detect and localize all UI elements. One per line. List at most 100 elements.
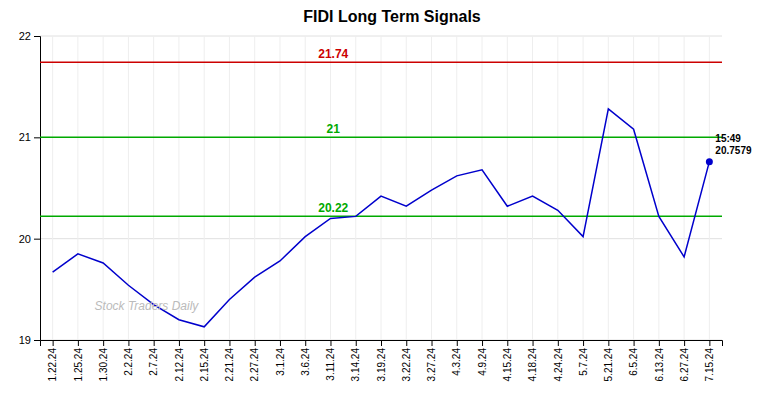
grid-line	[482, 36, 483, 340]
x-tick-label: 2.21.24	[224, 348, 235, 382]
y-tick-mark	[34, 239, 40, 240]
x-tick-mark	[381, 340, 382, 346]
x-tick: 5.21.24	[603, 340, 614, 381]
x-tick-mark	[558, 340, 559, 346]
y-tick-mark	[34, 36, 40, 37]
x-tick: 4.18.24	[527, 340, 538, 381]
x-tick-label: 2.27.24	[249, 348, 260, 382]
x-tick-label: 4.15.24	[502, 348, 513, 382]
x-tick: 3.11.24	[325, 340, 336, 381]
x-tick: 6.5.24	[628, 340, 639, 376]
reference-line	[40, 62, 722, 64]
grid-line	[709, 36, 710, 340]
reference-line	[40, 137, 722, 139]
reference-label: 21.74	[318, 47, 348, 61]
x-tick-mark	[154, 340, 155, 346]
x-tick-mark	[406, 340, 407, 346]
x-tick-mark	[204, 340, 205, 346]
x-tick: 4.9.24	[477, 340, 488, 376]
x-tick-mark	[709, 340, 710, 346]
y-tick: 19	[19, 334, 40, 346]
x-tick-mark	[229, 340, 230, 346]
x-tick-label: 3.14.24	[350, 348, 361, 382]
y-tick-label: 22	[19, 30, 31, 42]
y-tick-mark	[34, 340, 40, 341]
grid-line	[77, 36, 78, 340]
x-tick: 1.22.24	[47, 340, 58, 381]
x-tick: 2.15.24	[199, 340, 210, 381]
annotations: 21.742120.2215:4920.7579Stock Traders Da…	[95, 47, 752, 312]
last-point	[706, 158, 713, 165]
x-tick-label: 2.2.24	[123, 348, 134, 376]
grid-line	[608, 36, 609, 340]
last-point-label: 20.7579	[715, 145, 752, 156]
reference-label: 20.22	[318, 201, 348, 215]
x-tick-label: 5.21.24	[603, 348, 614, 382]
x-tick-mark	[179, 340, 180, 346]
x-tick-mark	[356, 340, 357, 346]
reference-line	[40, 216, 722, 218]
grid-line	[557, 36, 558, 340]
x-tick-mark	[684, 340, 685, 346]
data-line	[53, 109, 710, 327]
x-tick: 4.3.24	[451, 340, 462, 376]
x-tick-mark	[507, 340, 508, 346]
x-tick-mark	[659, 340, 660, 346]
x-tick-mark	[280, 340, 281, 346]
grid-line	[406, 36, 407, 340]
x-tick-label: 7.15.24	[704, 348, 715, 382]
x-tick-label: 4.3.24	[451, 348, 462, 376]
x-tick-mark	[482, 340, 483, 346]
grid-line	[128, 36, 129, 340]
x-tick-mark	[634, 340, 635, 346]
grid-line	[279, 36, 280, 340]
grid-line	[658, 36, 659, 340]
x-tick: 7.15.24	[704, 340, 715, 381]
grid-line	[355, 36, 356, 340]
x-tick-label: 3.19.24	[376, 348, 387, 382]
x-axis: 1.22.24 1.25.24 1.30.24 2.2.24 2.7.24 2.12.24…	[41, 340, 723, 381]
grid-line	[52, 36, 53, 340]
grid-line	[40, 137, 722, 138]
x-tick: 6.27.24	[679, 340, 690, 381]
x-tick: 1.25.24	[73, 340, 84, 381]
title: FIDI Long Term Signals	[303, 8, 481, 25]
watermark: Stock Traders Daily	[95, 299, 200, 313]
x-tick: 2.7.24	[148, 340, 159, 376]
x-tick: 5.7.24	[578, 340, 589, 376]
x-tick-label: 4.24.24	[553, 348, 564, 382]
y-tick-label: 20	[19, 233, 31, 245]
grid-line	[178, 36, 179, 340]
grid-line	[633, 36, 634, 340]
grid-line	[507, 36, 508, 340]
grid-line	[305, 36, 306, 340]
x-tick-mark	[432, 340, 433, 346]
grid-line	[532, 36, 533, 340]
x-tick: 2.27.24	[249, 340, 260, 381]
x-tick: 3.27.24	[426, 340, 437, 381]
x-tick: 4.24.24	[553, 340, 564, 381]
marks	[40, 62, 722, 326]
x-tick-label: 6.5.24	[628, 348, 639, 376]
x-tick-label: 1.30.24	[98, 348, 109, 382]
x-tick-label: 1.22.24	[47, 348, 58, 382]
x-tick: 3.14.24	[350, 340, 361, 381]
x-tick-label: 6.13.24	[654, 348, 665, 382]
x-tick-mark	[583, 340, 584, 346]
grid-line	[330, 36, 331, 340]
chart: FIDI Long Term Signals 1.22.24 1.25.24 1.30…	[0, 0, 784, 398]
x-tick: 3.6.24	[300, 340, 311, 376]
grid-line	[381, 36, 382, 340]
x-tick-label: 5.7.24	[578, 348, 589, 376]
x-tick: 2.12.24	[174, 340, 185, 381]
x-tick: 1.30.24	[98, 340, 109, 381]
y-tick-label: 19	[19, 334, 31, 346]
grid-line	[684, 36, 685, 340]
grid-line	[456, 36, 457, 340]
x-tick-label: 6.27.24	[679, 348, 690, 382]
x-tick: 4.15.24	[502, 340, 513, 381]
x-tick-mark	[53, 340, 54, 346]
x-tick: 3.1.24	[275, 340, 286, 376]
y-tick-label: 21	[19, 131, 31, 143]
grid-line	[431, 36, 432, 340]
